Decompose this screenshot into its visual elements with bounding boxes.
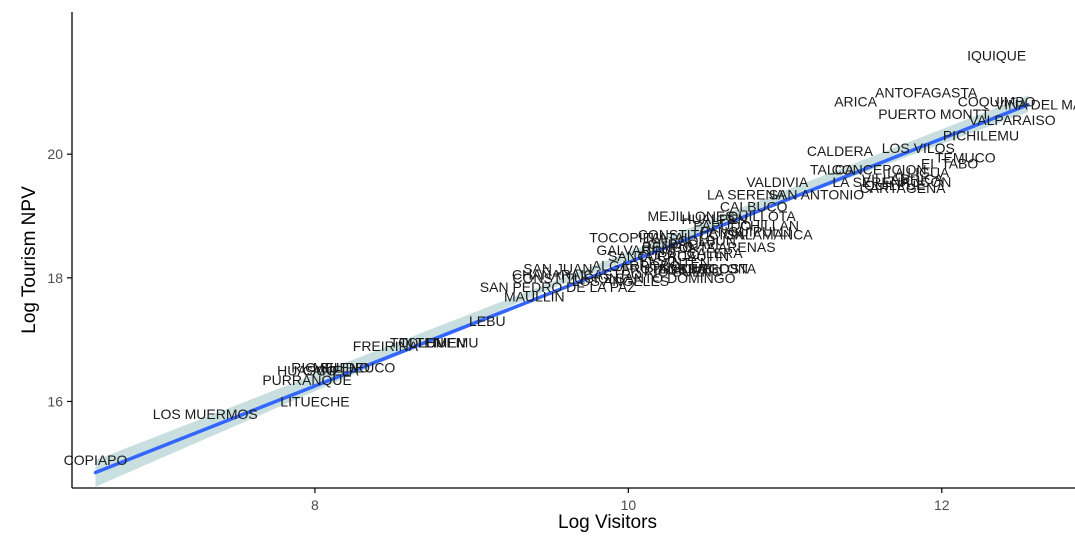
point-label: CALDERA <box>807 143 874 159</box>
point-label: EL TABO <box>921 155 978 171</box>
point-label: MAULLIN <box>504 288 565 304</box>
point-label: TOLHUEN <box>399 335 466 351</box>
point-label: PICHILEMU <box>943 128 1019 144</box>
point-label: PUNTA ARENAS <box>669 239 775 255</box>
point-label: PUCON <box>901 174 952 190</box>
y-axis-title-wrap: Log Tourism NPV <box>10 0 50 535</box>
point-label: TOCOPILLA <box>589 230 668 246</box>
point-label: HUASCO <box>277 363 337 379</box>
point-label: CASTRO <box>584 267 642 283</box>
point-label: PANGUIPULLI <box>700 223 792 239</box>
point-label: VILLARRICA <box>862 171 944 187</box>
point-label: RENGO <box>642 239 693 255</box>
point-label: SAN JUAN <box>523 261 592 277</box>
point-label: LICANTEN <box>641 254 710 270</box>
point-label: MELIPEUCO <box>313 359 396 375</box>
point-label: CHILLAN <box>740 217 799 233</box>
x-tick-label: 10 <box>621 497 637 513</box>
point-label: TOLTEN <box>390 335 444 351</box>
point-label: CALBUCO <box>720 199 788 215</box>
confidence-band <box>95 95 1028 487</box>
point-label: CALERA <box>687 245 744 261</box>
point-label: RIO BUENO <box>291 359 370 375</box>
point-label: CONCEPCION <box>832 162 927 178</box>
point-label: SAN ANTONIO <box>769 186 865 202</box>
point-label: LA LIGUA <box>887 165 950 181</box>
point-label: TEMUCO <box>935 149 996 165</box>
point-label: HUALPEN <box>681 211 747 227</box>
point-label: LUMEMU <box>418 335 479 351</box>
point-label: COPIAPO <box>64 452 128 468</box>
point-label: MEJILLONES <box>647 208 734 224</box>
point-label: SANTA CRUZ <box>608 248 696 264</box>
point-label: GALVARINO <box>596 242 676 258</box>
point-label: LA SERENA <box>707 186 785 202</box>
y-tick-label: 20 <box>47 146 63 162</box>
point-label: CONSTITUCION <box>512 270 619 286</box>
point-label: LA COSTA <box>689 261 757 277</box>
point-label: COLBUN <box>678 233 736 249</box>
point-label: CANELA <box>303 363 360 379</box>
point-label: CURACAVI <box>648 236 719 252</box>
x-tick-label: 12 <box>934 497 950 513</box>
point-label: RIO BUENO <box>644 264 723 280</box>
point-label: IQUIQUE <box>967 47 1026 63</box>
point-label: QUILPUE <box>864 177 925 193</box>
point-label: SAN PEDRO DE LA PAZ <box>480 279 637 295</box>
point-label: LA SERENA <box>832 174 910 190</box>
point-label: TALCA <box>810 162 855 178</box>
x-axis-title: Log Visitors <box>558 512 657 533</box>
point-label: LOS LAGOS <box>659 261 739 277</box>
point-label: ALGARROBO <box>592 257 681 273</box>
point-label: ARICA <box>834 94 877 110</box>
x-tick-label: 8 <box>311 497 319 513</box>
point-label: CONSTITUCION <box>638 227 745 243</box>
point-label: LITUECHE <box>280 393 349 409</box>
point-label: VALPARAISO <box>969 112 1056 128</box>
y-tick-label: 16 <box>47 393 63 409</box>
point-label: ANTOFAGASTA <box>875 84 978 100</box>
point-label: LOS ANGELES <box>572 273 669 289</box>
point-label: LEBU <box>469 313 506 329</box>
point-label: FRUTILLAR <box>622 261 698 277</box>
point-label: VALDIVIA <box>746 174 809 190</box>
point-label: CHAÑARAL <box>512 267 588 283</box>
x-axis-title-wrap: Log Visitors <box>0 512 1075 534</box>
trend-line <box>93 102 1030 475</box>
point-label: PAPUDO <box>693 217 751 233</box>
point-label: SANTO DOMINGO <box>615 270 735 286</box>
point-label: FREIRINA <box>353 338 419 354</box>
point-label: QUILLOTA <box>727 208 796 224</box>
point-label: SALAMANCA <box>726 227 813 243</box>
point-label: CURACAUTIN <box>637 248 729 264</box>
point-label: COQUIMBO <box>958 94 1036 110</box>
point-label: VIÑA DEL MAR <box>995 97 1075 113</box>
y-tick-label: 18 <box>47 270 63 286</box>
point-label: PURRANQUE <box>262 372 351 388</box>
point-label: PUERTO MONTT <box>878 106 990 122</box>
y-axis-title: Log Tourism NPV <box>19 186 40 334</box>
point-label: LOS VILOS <box>882 140 955 156</box>
point-label: CARTAGENA <box>860 180 946 196</box>
point-label: LOS MUERMOS <box>153 406 258 422</box>
point-label: TALTAL <box>643 230 691 246</box>
point-label: QUELLON <box>681 261 748 277</box>
point-label: ANCUD <box>658 261 708 277</box>
